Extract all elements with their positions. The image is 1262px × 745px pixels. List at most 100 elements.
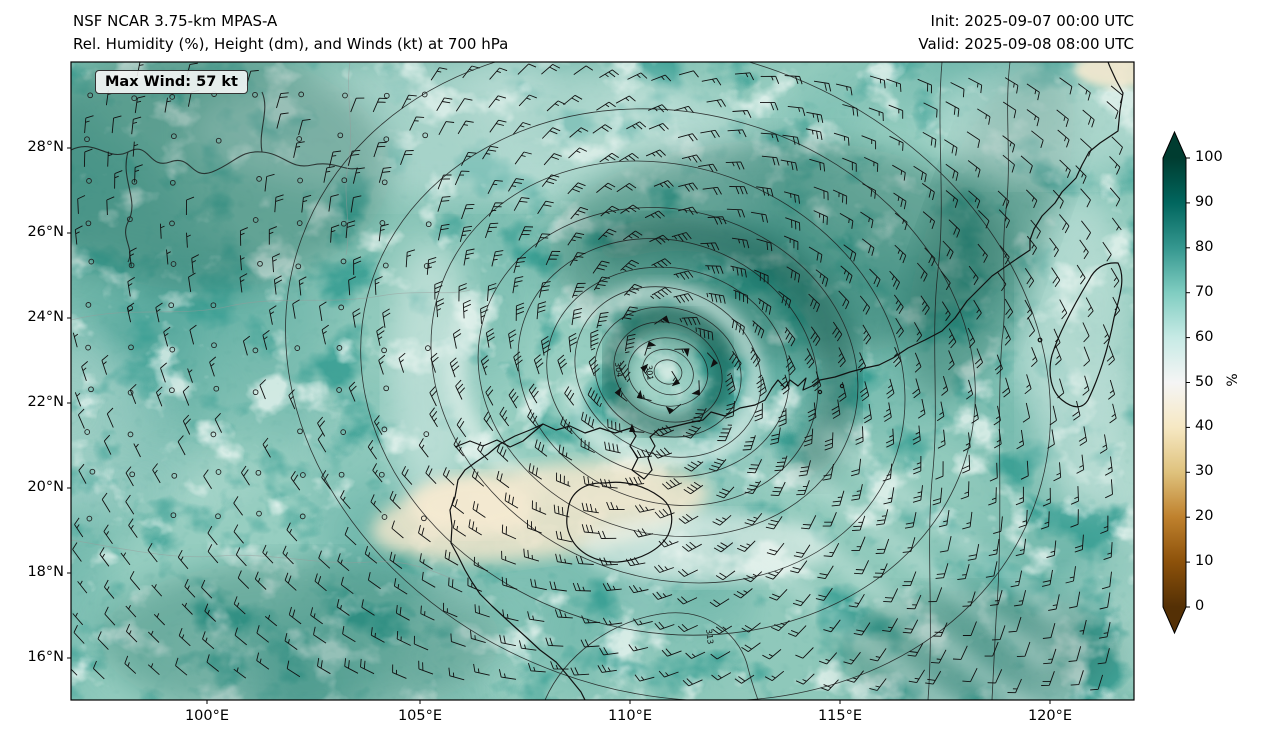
wind-barb bbox=[999, 245, 1010, 265]
wind-barb bbox=[1046, 540, 1057, 559]
wind-barb bbox=[842, 157, 857, 172]
calm-circle bbox=[425, 345, 431, 351]
wind-barb bbox=[541, 336, 551, 356]
wind-barb bbox=[1069, 591, 1081, 609]
wind-barb bbox=[569, 127, 589, 138]
wind-barb bbox=[705, 265, 724, 274]
field-subtitle: Rel. Humidity (%), Height (dm), and Wind… bbox=[73, 35, 509, 53]
wind-barb bbox=[893, 347, 902, 368]
wind-barb bbox=[526, 519, 542, 534]
wind-barb bbox=[862, 183, 877, 199]
wind-barb bbox=[658, 539, 679, 548]
wind-barb bbox=[994, 354, 1003, 375]
colorbar-tick-label: 50 bbox=[1195, 373, 1214, 390]
wind-barb bbox=[1102, 324, 1110, 345]
wind-barb bbox=[908, 669, 925, 684]
wind-barb bbox=[640, 367, 651, 380]
calm-circle bbox=[381, 426, 388, 433]
wind-barb bbox=[592, 124, 613, 134]
height-contour-ring bbox=[574, 286, 762, 458]
wind-barb bbox=[204, 603, 217, 622]
wind-barb bbox=[177, 435, 186, 456]
wind-barb bbox=[851, 515, 866, 532]
wind-barb bbox=[633, 528, 654, 538]
contour-label: 313 bbox=[704, 629, 715, 645]
wind-barb bbox=[882, 463, 893, 482]
wind-barb bbox=[974, 348, 984, 369]
calm-circle bbox=[296, 136, 303, 142]
wind-barb bbox=[163, 326, 171, 347]
valid-time: Valid: 2025-09-08 08:00 UTC bbox=[918, 35, 1134, 53]
calm-circle bbox=[336, 345, 343, 351]
wind-barb bbox=[348, 276, 356, 296]
wind-barb bbox=[706, 292, 726, 304]
wind-barb bbox=[448, 577, 463, 593]
wind-barb bbox=[1070, 509, 1079, 528]
wind-barb bbox=[626, 121, 647, 130]
wind-barb bbox=[1072, 400, 1081, 421]
wind-barb bbox=[948, 328, 957, 349]
wind-barb bbox=[1030, 347, 1038, 368]
wind-barb bbox=[350, 97, 365, 113]
wind-barb bbox=[648, 104, 669, 113]
wind-barb bbox=[588, 356, 600, 377]
wind-barb bbox=[895, 317, 904, 338]
wind-barb bbox=[1109, 156, 1121, 175]
wind-barb bbox=[186, 232, 191, 248]
wind-barb bbox=[372, 97, 388, 113]
calm-circle bbox=[381, 514, 388, 520]
wind-barb bbox=[276, 112, 289, 129]
wind-barb bbox=[438, 121, 455, 136]
wind-barb bbox=[159, 223, 165, 239]
wind-barb bbox=[107, 151, 113, 167]
wind-barb bbox=[1049, 237, 1059, 258]
wind-barb bbox=[569, 252, 586, 266]
wind-barb bbox=[352, 308, 361, 328]
wind-barb bbox=[658, 670, 679, 678]
wind-barb bbox=[731, 237, 750, 249]
wind-barb bbox=[1112, 296, 1121, 317]
coastline-hainan bbox=[566, 481, 673, 563]
wind-barb bbox=[114, 170, 123, 189]
wind-barb bbox=[756, 186, 774, 197]
wind-barb bbox=[1082, 375, 1090, 396]
wind-barb bbox=[429, 407, 438, 428]
wind-barb bbox=[268, 226, 277, 245]
wind-barb bbox=[632, 449, 653, 459]
wind-barb bbox=[600, 205, 620, 217]
wind-barb bbox=[1010, 570, 1023, 588]
wind-barb bbox=[623, 283, 643, 296]
wind-barb bbox=[677, 623, 698, 633]
wind-barb bbox=[1070, 486, 1079, 505]
wind-barb bbox=[661, 648, 682, 657]
wind-barb bbox=[1002, 101, 1017, 119]
wind-barb bbox=[491, 250, 504, 267]
wind-barb bbox=[935, 563, 949, 579]
wind-barb bbox=[968, 77, 983, 94]
wind-barb bbox=[1002, 154, 1015, 173]
wind-barb bbox=[318, 550, 331, 569]
wind-barb bbox=[239, 255, 245, 271]
wind-barb bbox=[644, 341, 652, 356]
wind-barb bbox=[912, 378, 921, 399]
wind-barb bbox=[531, 500, 547, 515]
wind-barb bbox=[760, 132, 779, 142]
colorbar-extend-bottom bbox=[1163, 607, 1186, 633]
wind-barb bbox=[125, 466, 134, 487]
calm-circle bbox=[421, 515, 427, 522]
wind-barb bbox=[348, 381, 357, 402]
wind-barb bbox=[886, 78, 902, 92]
wind-barb bbox=[513, 257, 526, 274]
wind-barb bbox=[1042, 622, 1056, 639]
wind-barb bbox=[298, 276, 307, 296]
wind-barb bbox=[462, 65, 480, 79]
wind-barb bbox=[1085, 297, 1094, 318]
wind-barb bbox=[912, 425, 921, 445]
wind-barb bbox=[654, 315, 668, 325]
wind-barb bbox=[977, 243, 988, 263]
wind-barb bbox=[471, 468, 485, 487]
wind-barb bbox=[571, 307, 583, 326]
wind-barb bbox=[508, 329, 517, 349]
wind-barb bbox=[111, 115, 122, 134]
wind-barb bbox=[286, 660, 301, 678]
